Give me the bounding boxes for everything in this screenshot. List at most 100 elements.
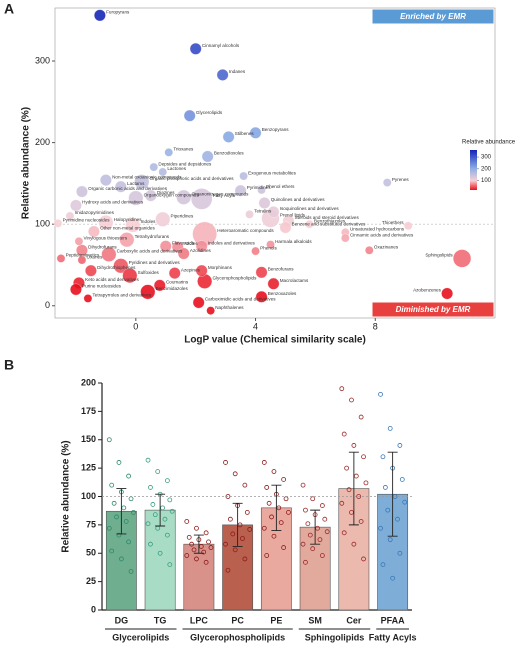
bubble xyxy=(177,247,190,260)
data-point xyxy=(225,567,231,573)
data-point xyxy=(148,541,153,547)
data-point xyxy=(232,471,238,477)
point-label: Isoquinolines and derivatives xyxy=(280,206,340,211)
data-point xyxy=(227,516,233,522)
data-point xyxy=(223,541,228,547)
bubble xyxy=(155,211,171,227)
bubble xyxy=(195,264,208,277)
error-bar xyxy=(232,502,243,547)
point-label: Naphthalenes xyxy=(215,305,244,310)
data-point xyxy=(244,509,250,515)
bubble xyxy=(191,188,213,210)
bubble xyxy=(158,167,168,177)
point-label: Diazines xyxy=(157,190,175,195)
data-point xyxy=(167,562,173,567)
data-point xyxy=(203,530,209,536)
bubble xyxy=(168,267,181,279)
data-point xyxy=(269,514,274,520)
data-point xyxy=(346,487,352,493)
bubble xyxy=(365,246,374,255)
point-label: Cinnamic acids and derivatives xyxy=(350,232,414,237)
y-tick-label: 100 xyxy=(35,219,50,229)
data-point xyxy=(303,559,308,565)
x-tick-label: PC xyxy=(231,615,244,625)
point-label: Pyridines and derivatives xyxy=(129,260,181,265)
data-point xyxy=(126,539,132,545)
point-label: Harmala alkaloids xyxy=(275,239,312,244)
data-point xyxy=(351,541,357,547)
data-point xyxy=(399,477,405,482)
data-point xyxy=(361,454,366,460)
x-tick-label: LPC xyxy=(190,615,209,625)
data-point xyxy=(353,473,359,479)
data-point xyxy=(167,497,173,503)
y-tick-label: 25 xyxy=(86,576,96,586)
annotation-box xyxy=(371,8,495,25)
point-label: Pyrimidine nucleosides xyxy=(63,218,111,223)
point-label: Azolidines xyxy=(190,248,212,253)
data-point xyxy=(341,530,347,536)
bubble xyxy=(76,185,88,198)
bubble xyxy=(239,171,248,181)
point-label: Steroids and steroid derivatives xyxy=(295,215,360,220)
bubble xyxy=(305,219,314,229)
data-point xyxy=(324,529,330,535)
data-point xyxy=(380,562,386,567)
point-label: Azepines xyxy=(181,267,201,272)
y-tick-label: 300 xyxy=(35,55,50,65)
point-label: Phenols xyxy=(260,245,277,250)
data-point xyxy=(189,541,195,547)
point-label: Indoles and derivatives xyxy=(208,240,256,245)
data-point xyxy=(385,507,391,513)
data-point xyxy=(319,503,325,508)
point-label: Hydroxy acids and derivatives xyxy=(82,200,144,205)
point-label: Keto acids and derivatives xyxy=(85,277,139,282)
data-point xyxy=(184,553,190,558)
data-point xyxy=(305,521,311,527)
bubble xyxy=(83,294,93,303)
bubble xyxy=(88,225,100,238)
point-label: Imidazopyrimidines xyxy=(75,210,115,215)
point-label: Heteroaromatic compounds xyxy=(217,228,274,233)
data-point xyxy=(390,575,396,581)
bubble xyxy=(183,109,196,122)
data-point xyxy=(109,548,115,554)
point-label: Vinylogous thioesters xyxy=(84,236,128,241)
data-point xyxy=(271,469,277,474)
point-label: Azobenzenes xyxy=(413,288,442,293)
point-label: Furopyrans xyxy=(106,10,130,15)
x-tick-label: PFAA xyxy=(381,615,406,625)
data-point xyxy=(397,550,403,556)
bubble xyxy=(159,240,172,253)
bubble xyxy=(128,190,144,206)
point-label: Peptidomimetics xyxy=(66,253,100,258)
data-point xyxy=(351,443,357,448)
point-label: Trioxanes xyxy=(173,147,194,152)
point-label: Organonitrogen compounds xyxy=(192,191,250,196)
point-label: Thioethers xyxy=(382,220,404,225)
x-tick-label: TG xyxy=(154,615,167,625)
point-label: Tetralins xyxy=(254,209,272,214)
data-point xyxy=(271,533,277,539)
y-tick-label: 150 xyxy=(81,434,96,444)
point-label: Azoles xyxy=(184,241,198,246)
y-tick-label: 175 xyxy=(81,406,96,416)
data-point xyxy=(281,545,287,550)
point-label: Quinolines and derivatives xyxy=(271,197,326,202)
bubble xyxy=(164,148,173,157)
point-label: Tetrahydrofurans xyxy=(135,234,170,239)
y-axis-label: Relative abundance (%) xyxy=(21,107,32,219)
point-label: Other non-metal organides xyxy=(100,226,155,231)
point-label: Carboximidic acids and derivatives xyxy=(205,297,276,302)
data-point xyxy=(123,519,129,524)
x-tick-label: Cer xyxy=(346,615,362,625)
point-label: Benzodioxoles xyxy=(214,151,245,156)
bubble xyxy=(341,233,350,243)
bubble xyxy=(149,162,159,172)
point-label: Depsides and depsidones xyxy=(158,161,212,166)
point-label: Macrolactams xyxy=(280,278,309,283)
bubble xyxy=(234,184,247,197)
bubble xyxy=(74,237,84,246)
data-point xyxy=(300,482,306,488)
group-label: Sphingolipids xyxy=(305,632,365,642)
